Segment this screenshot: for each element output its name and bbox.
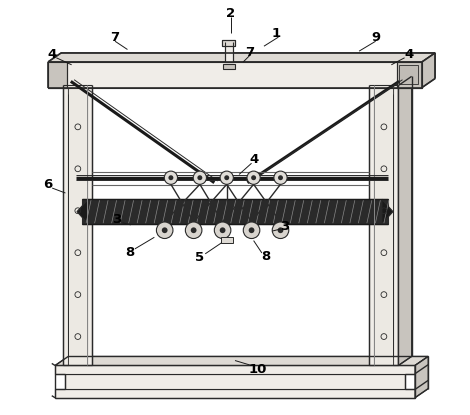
- Polygon shape: [55, 366, 415, 374]
- Polygon shape: [393, 85, 399, 366]
- Circle shape: [191, 227, 196, 233]
- Circle shape: [278, 175, 283, 180]
- Polygon shape: [55, 390, 415, 398]
- Text: 1: 1: [272, 27, 281, 40]
- Circle shape: [219, 227, 226, 233]
- Text: 7: 7: [110, 32, 120, 44]
- Circle shape: [247, 171, 260, 184]
- Polygon shape: [397, 62, 422, 88]
- Circle shape: [185, 222, 202, 239]
- Polygon shape: [65, 374, 405, 390]
- Polygon shape: [225, 42, 233, 62]
- Text: 8: 8: [125, 246, 134, 259]
- Polygon shape: [382, 199, 393, 224]
- Circle shape: [243, 222, 260, 239]
- Polygon shape: [48, 53, 435, 62]
- Polygon shape: [55, 356, 428, 366]
- Bar: [223, 64, 235, 69]
- Polygon shape: [82, 199, 388, 224]
- Circle shape: [193, 171, 206, 184]
- Polygon shape: [369, 85, 375, 366]
- Circle shape: [164, 171, 178, 184]
- Text: 8: 8: [261, 250, 271, 263]
- Text: 3: 3: [112, 213, 122, 227]
- Text: 10: 10: [249, 363, 267, 376]
- Circle shape: [220, 171, 233, 184]
- Bar: [399, 65, 418, 84]
- Polygon shape: [77, 199, 88, 224]
- Circle shape: [168, 175, 173, 180]
- Text: 9: 9: [371, 32, 380, 44]
- Polygon shape: [48, 62, 67, 88]
- Circle shape: [274, 171, 287, 184]
- Polygon shape: [422, 53, 435, 88]
- Text: 4: 4: [404, 48, 413, 61]
- Polygon shape: [68, 85, 87, 366]
- Circle shape: [249, 227, 254, 233]
- Circle shape: [224, 175, 229, 180]
- Polygon shape: [415, 356, 428, 398]
- Polygon shape: [87, 85, 92, 366]
- Text: 3: 3: [280, 220, 289, 233]
- Circle shape: [251, 175, 256, 180]
- Polygon shape: [375, 85, 393, 366]
- Text: 7: 7: [245, 46, 254, 59]
- Circle shape: [157, 222, 173, 239]
- Circle shape: [197, 175, 202, 180]
- Circle shape: [214, 222, 231, 239]
- Circle shape: [278, 227, 283, 233]
- Bar: [221, 237, 233, 243]
- Text: 6: 6: [43, 178, 53, 191]
- Text: 4: 4: [249, 154, 258, 166]
- Circle shape: [162, 227, 168, 233]
- Text: 2: 2: [226, 7, 235, 20]
- Text: 5: 5: [195, 251, 204, 264]
- Polygon shape: [222, 40, 235, 46]
- Text: 4: 4: [47, 48, 57, 61]
- Polygon shape: [399, 76, 412, 366]
- Polygon shape: [63, 85, 68, 366]
- Polygon shape: [48, 62, 422, 88]
- Circle shape: [272, 222, 289, 239]
